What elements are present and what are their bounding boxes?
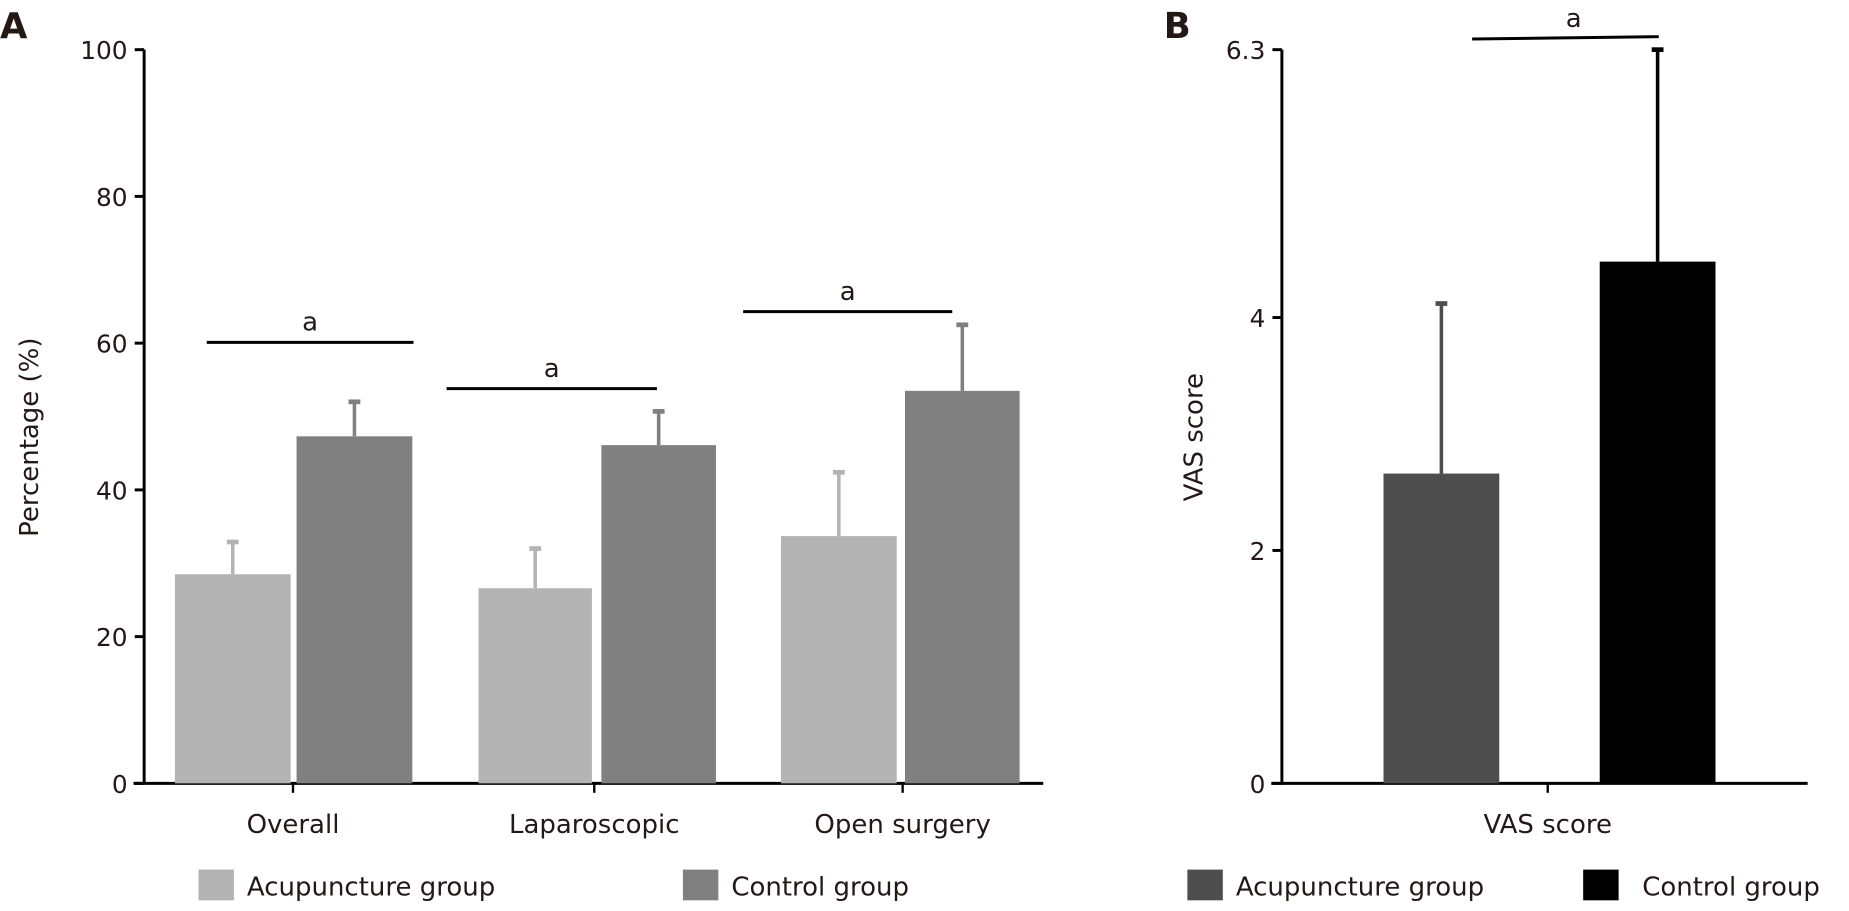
y-tick-label: 0 — [112, 770, 128, 799]
y-tick-label: 2 — [1250, 537, 1266, 566]
bar-control-group — [1599, 261, 1716, 784]
y-tick-label: 4 — [1250, 304, 1266, 333]
bar-acupuncture-group — [1383, 473, 1500, 784]
significance-label: a — [1566, 4, 1582, 34]
significance-label: a — [544, 354, 560, 384]
legend-swatch — [198, 869, 234, 901]
legend-label: Acupuncture group — [1236, 873, 1484, 903]
x-tick-label: Laparoscopic — [509, 810, 680, 840]
y-tick-label: 40 — [96, 476, 128, 505]
legend-label: Acupuncture group — [247, 873, 495, 903]
x-tick-label: Open surgery — [814, 810, 990, 840]
legend-label: Control group — [1642, 873, 1820, 903]
significance-label: a — [302, 308, 318, 338]
y-tick-label: 0 — [1250, 770, 1266, 799]
y-tick-label: 6.3 — [1226, 36, 1265, 65]
panel-label-b: B — [1164, 6, 1191, 47]
legend-swatch — [1583, 869, 1619, 901]
x-tick-label: VAS score — [1483, 810, 1611, 840]
bar-control-group — [905, 390, 1020, 784]
bar-acupuncture-group — [780, 536, 897, 784]
panel-label-a: A — [0, 6, 28, 47]
y-tick-label: 80 — [96, 183, 128, 212]
y-tick-label: 100 — [80, 36, 127, 65]
bar-control-group — [296, 436, 413, 784]
significance-label: a — [840, 277, 856, 307]
legend-swatch — [682, 869, 719, 901]
legend-label: Control group — [731, 873, 909, 903]
y-tick-label: 20 — [96, 623, 128, 652]
bar-acupuncture-group — [174, 574, 291, 784]
significance-line — [1472, 35, 1659, 41]
bar-acupuncture-group — [478, 588, 592, 784]
bar-control-group — [601, 445, 716, 784]
y-axis-label-a: Percentage (%) — [15, 337, 45, 536]
y-axis-label-b: VAS score — [1180, 373, 1210, 501]
legend-swatch — [1187, 869, 1223, 901]
x-tick-label: Overall — [247, 810, 340, 840]
y-tick-label: 60 — [96, 330, 128, 359]
